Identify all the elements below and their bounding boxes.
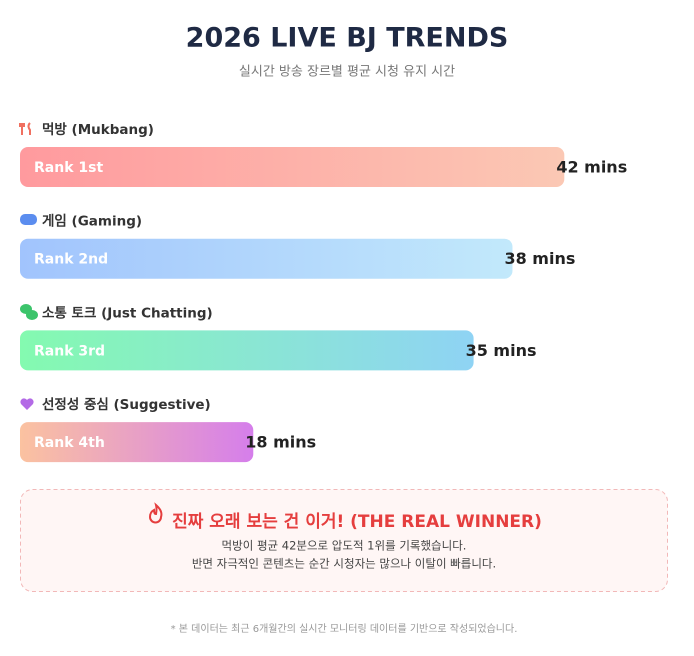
icon-game bbox=[20, 214, 37, 225]
category-label: 먹방 (Mukbang) bbox=[42, 121, 154, 138]
callout-box bbox=[20, 489, 668, 592]
value-label: 18 mins bbox=[245, 433, 316, 452]
rank-label: Rank 3rd bbox=[34, 343, 105, 359]
subtitle: 실시간 방송 장르별 평균 시청 유지 시간 bbox=[239, 65, 455, 80]
bar bbox=[20, 147, 565, 187]
footnote: * 본 데이터는 최근 6개월간의 실시간 모니터링 데이터를 기반으로 작성되… bbox=[171, 623, 518, 635]
callout-line: 먹방이 평균 42분으로 압도적 1위를 기록했습니다. bbox=[222, 539, 467, 553]
category-label: 선정성 중심 (Suggestive) bbox=[42, 396, 211, 413]
icon-food bbox=[19, 122, 31, 135]
category-label: 게임 (Gaming) bbox=[42, 214, 142, 230]
title: 2026 LIVE BJ TRENDS bbox=[186, 23, 509, 54]
callout-title: 진짜 오래 보는 건 이거! (THE REAL WINNER) bbox=[172, 512, 542, 532]
icon-heart bbox=[20, 398, 34, 410]
category-label: 소통 토크 (Just Chatting) bbox=[42, 305, 213, 321]
bar bbox=[20, 330, 474, 371]
rank-label: Rank 4th bbox=[34, 435, 105, 451]
value-label: 38 mins bbox=[504, 249, 575, 268]
bar bbox=[20, 238, 513, 279]
icon-fire bbox=[148, 502, 163, 524]
icon-chat bbox=[20, 304, 38, 320]
rank-label: Rank 1st bbox=[34, 160, 103, 176]
bar bbox=[20, 422, 254, 463]
callout-line: 반면 자극적인 콘텐츠는 순간 시청자는 많으나 이탈이 빠릅니다. bbox=[192, 557, 496, 571]
rank-label: Rank 2nd bbox=[34, 252, 108, 268]
value-label: 42 mins bbox=[556, 158, 627, 177]
value-label: 35 mins bbox=[466, 341, 537, 360]
